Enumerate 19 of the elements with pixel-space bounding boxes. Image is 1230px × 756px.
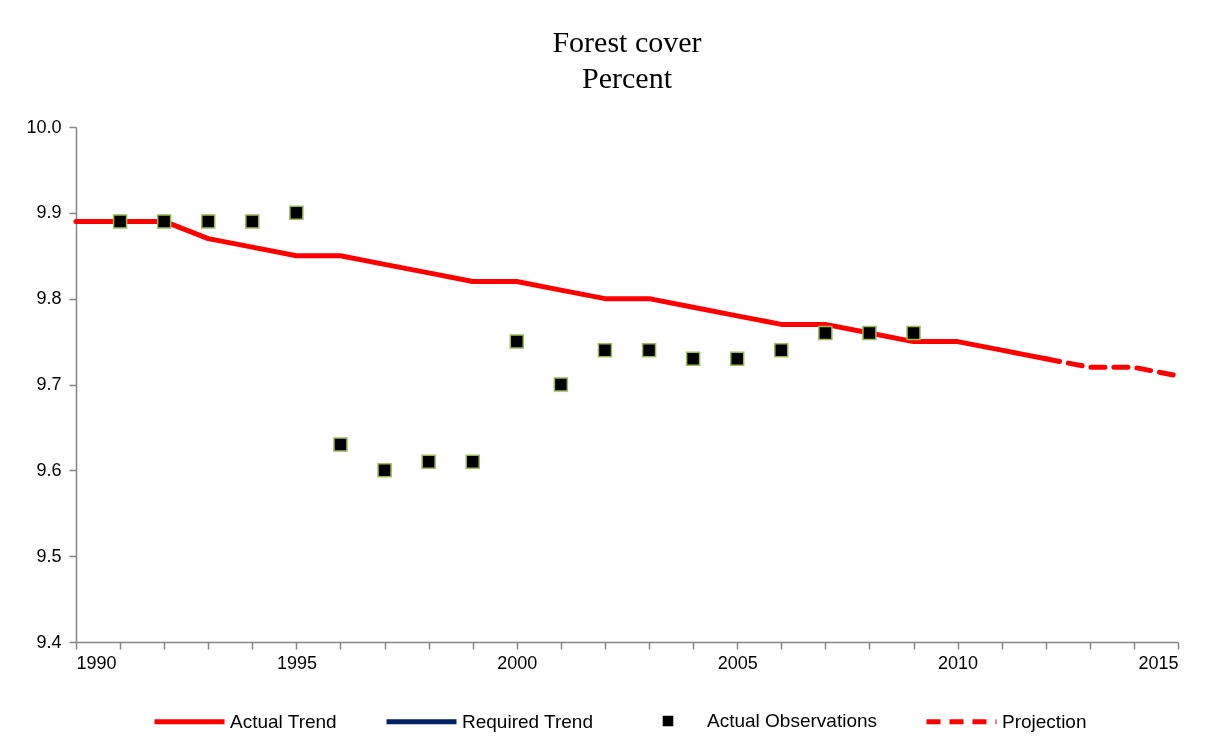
chart-subtitle: Percent <box>582 61 673 94</box>
x-tick-label: 2015 <box>1138 652 1179 673</box>
y-tick-label: 9.7 <box>36 374 62 394</box>
y-tick-label: 10.0 <box>26 116 62 137</box>
x-tick-label: 1990 <box>76 652 117 673</box>
y-tick-label: 9.6 <box>36 459 62 480</box>
legend-label: Actual Trend <box>230 710 337 732</box>
x-tick-label: 2000 <box>497 652 538 673</box>
legend-label: Projection <box>1002 710 1087 732</box>
y-tick-label: 9.4 <box>36 631 62 652</box>
x-tick-label: 2010 <box>938 652 979 673</box>
y-tick-label: 9.8 <box>36 288 62 309</box>
y-tick-label: 9.5 <box>36 545 62 566</box>
y-tick-label: 9.9 <box>36 202 62 223</box>
x-tick-label: 1995 <box>276 652 317 673</box>
chart-title: Forest cover <box>552 25 702 58</box>
legend-label: Actual Observations <box>707 710 878 731</box>
legend-label: Required Trend <box>462 710 593 732</box>
x-tick-label: 2005 <box>717 652 758 673</box>
